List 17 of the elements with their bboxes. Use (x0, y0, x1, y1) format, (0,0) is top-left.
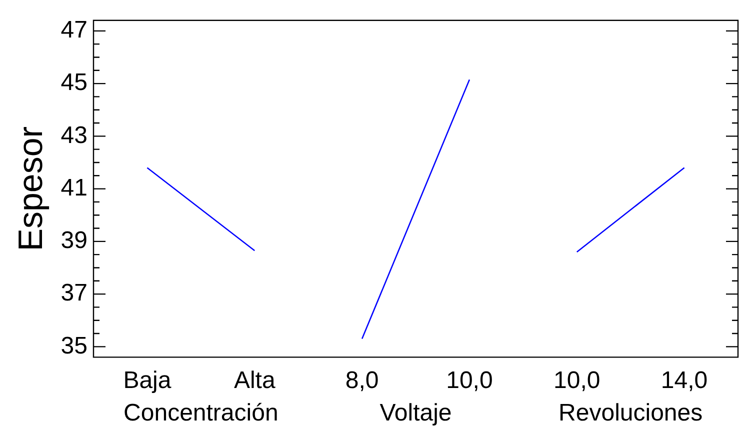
x-tick-label: 14,0 (660, 367, 708, 394)
y-tick-label: 37 (60, 280, 88, 307)
y-tick-label: 45 (60, 69, 88, 96)
y-tick-label: 47 (60, 16, 88, 44)
y-tick-label: 43 (60, 122, 88, 149)
text: Concentración (124, 400, 278, 427)
y-axis-title: Espesor (12, 126, 50, 252)
x-tick-label: 10,0 (554, 367, 600, 394)
x-tick-label: 8,0 (345, 367, 379, 394)
x-tick-label: Alta (234, 367, 276, 394)
x-tick-label: Baja (123, 367, 172, 394)
y-tick-label: 41 (60, 174, 88, 202)
text: Voltaje (380, 400, 452, 427)
y-tick-label: 35 (60, 332, 88, 360)
y-tick-label: 39 (60, 227, 88, 254)
text: Revoluciones (558, 400, 703, 427)
x-tick-label: 10,0 (446, 367, 493, 394)
